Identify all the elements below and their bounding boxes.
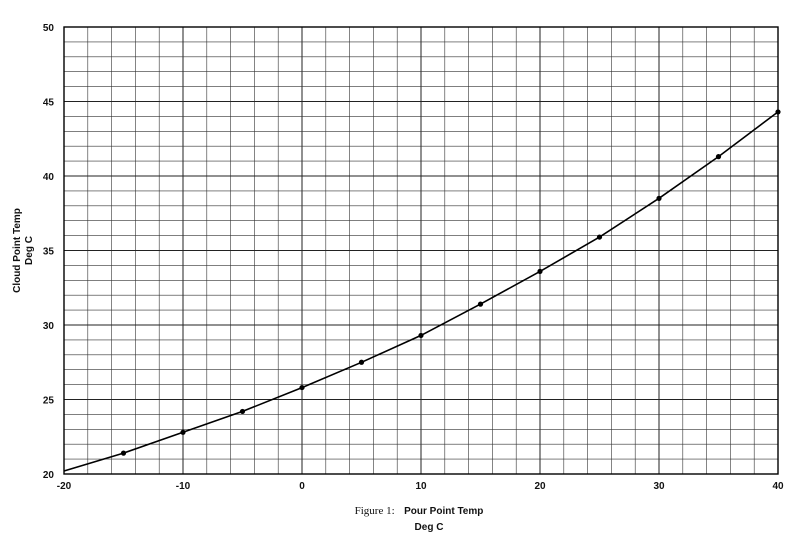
y-axis-title-line2: Deg C [24, 236, 35, 265]
x-tick-label: 10 [415, 481, 427, 492]
data-point-marker [656, 195, 662, 201]
data-point-marker [180, 429, 186, 435]
y-axis-ticks: 20 25 30 35 40 45 50 [43, 23, 55, 481]
series-layer [63, 109, 781, 472]
data-point-marker [537, 268, 543, 274]
y-tick-label: 20 [43, 470, 55, 481]
y-tick-label: 40 [43, 172, 55, 183]
x-tick-label: 20 [534, 481, 546, 492]
grid [63, 26, 779, 475]
y-tick-label: 50 [43, 23, 55, 34]
x-axis-ticks: -20 -10 0 10 20 30 40 [57, 481, 784, 492]
data-point-marker [239, 408, 246, 415]
x-tick-label: -10 [176, 481, 191, 492]
data-point-marker [120, 450, 127, 456]
x-axis-title-line1: Pour Point Temp [404, 506, 483, 517]
figure-caption-prefix: Figure 1: [355, 505, 395, 517]
x-axis-caption: Figure 1: Pour Point Temp [355, 501, 484, 518]
x-axis-title-line2: Deg C [415, 522, 444, 533]
data-point-marker [299, 384, 305, 391]
x-tick-label: 0 [299, 481, 305, 492]
x-tick-label: 30 [653, 481, 665, 492]
data-point-marker [596, 234, 603, 240]
data-point-marker [775, 109, 781, 115]
x-tick-label: 40 [772, 481, 784, 492]
y-tick-label: 30 [43, 321, 55, 332]
y-tick-label: 35 [43, 247, 55, 258]
y-tick-label: 25 [43, 396, 55, 407]
y-tick-label: 45 [43, 98, 55, 109]
x-tick-label: -20 [57, 481, 72, 492]
plot-frame [63, 26, 779, 475]
data-point-marker [418, 332, 424, 339]
y-axis-title-line1: Cloud Point Temp [12, 208, 23, 293]
data-point-marker [477, 301, 484, 307]
data-point-marker [358, 359, 365, 365]
data-point-marker [715, 154, 722, 160]
